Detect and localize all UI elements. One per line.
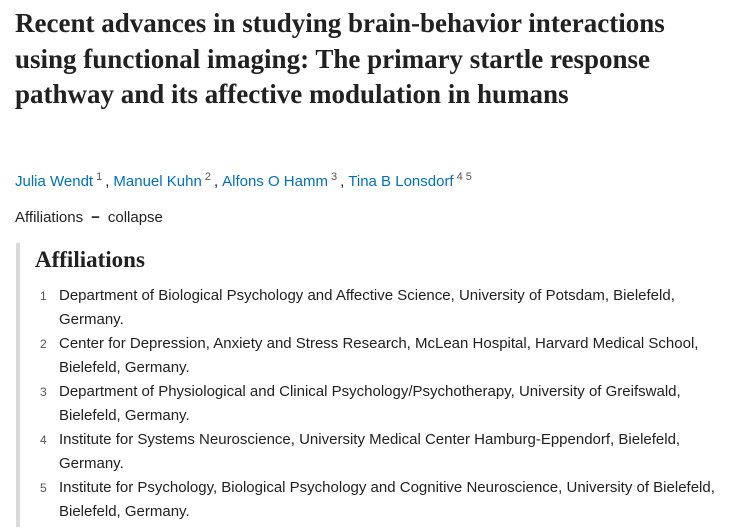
article-title: Recent advances in studying brain-behavi… — [15, 8, 665, 109]
affiliation-ref[interactable]: 1 — [96, 171, 103, 183]
author-separator: , — [105, 173, 110, 190]
affiliation-ref[interactable]: 2 — [204, 171, 211, 183]
affiliation-number: 4 — [40, 433, 47, 447]
affiliation-text: Department of Physiological and Clinical… — [59, 383, 681, 424]
affiliation: 2 Center for Depression, Anxiety and Stre… — [20, 332, 719, 380]
affiliation-text: Institute for Psychology, Biological Psy… — [59, 479, 715, 520]
author-list: Julia Wendt 1, Manuel Kuhn 2, Alfons O Hamm 3… — [15, 171, 475, 193]
author-name[interactable]: Alfons O Hamm — [222, 173, 328, 190]
toggle-icon: − — [91, 209, 100, 226]
author-affiliation-refs: 3 — [331, 171, 340, 183]
affiliations-heading: Affiliations — [35, 247, 145, 272]
author-name[interactable]: Manuel Kuhn — [113, 173, 202, 190]
affiliation-number: 3 — [40, 385, 47, 399]
affiliations-toggle[interactable]: Affiliations − collapse — [15, 207, 163, 229]
affiliation: 3 Department of Physiological and Clinica… — [20, 380, 719, 428]
affiliation-text: Institute for Systems Neuroscience, Univ… — [59, 431, 681, 472]
toggle-action: collapse — [107, 209, 163, 226]
affiliation-number: 1 — [40, 289, 47, 303]
affiliation-ref[interactable]: 3 — [330, 171, 338, 183]
author-affiliation-refs: 1 — [96, 171, 105, 183]
affiliation-list: 1 Department of Biological Psychology and… — [20, 284, 719, 524]
author-name[interactable]: Tina B Lonsdorf — [348, 173, 454, 190]
author-affiliation-refs: 2 — [205, 171, 214, 183]
affiliation-text: Department of Biological Psychology and … — [59, 287, 675, 328]
author-separator: , — [213, 173, 219, 190]
affiliation-text: Center for Depression, Anxiety and Stres… — [59, 335, 699, 376]
toggle-label: Affiliations — [15, 209, 84, 226]
affiliation-ref[interactable]: 5 — [465, 171, 472, 183]
affiliations-panel: Affiliations 1 Department of Biological P… — [16, 243, 729, 527]
author-name[interactable]: Julia Wendt — [15, 173, 94, 190]
affiliation: 1 Department of Biological Psychology and… — [20, 284, 719, 332]
affiliation-number: 2 — [40, 337, 47, 351]
affiliation: 5 Institute for Psychology, Biological Ps… — [20, 476, 719, 524]
affiliation: 4 Institute for Systems Neuroscience, Uni… — [20, 428, 719, 476]
affiliation-number: 5 — [40, 481, 47, 495]
author-separator: , — [340, 173, 345, 190]
affiliation-ref[interactable]: 4 — [456, 171, 463, 183]
